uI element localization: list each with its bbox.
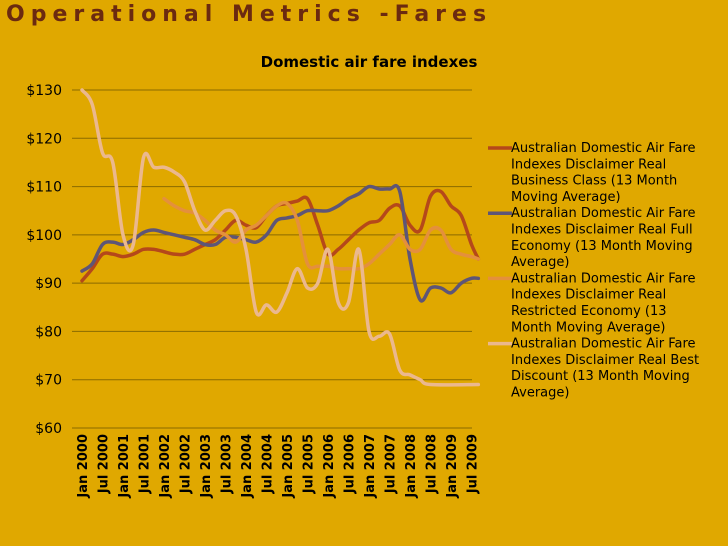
x-tick-label: Jan 2005 bbox=[281, 434, 296, 499]
x-tick-label: Jul 2009 bbox=[466, 434, 481, 494]
slide-title: Operational Metrics -Fares bbox=[6, 2, 493, 27]
x-tick-label: Jul 2007 bbox=[384, 434, 399, 494]
y-tick-label: $100 bbox=[26, 228, 62, 244]
legend-entry: Australian Domestic Air Fare Indexes Disc… bbox=[511, 337, 699, 401]
x-tick-label: Jul 2000 bbox=[97, 434, 112, 494]
gridlines bbox=[72, 89, 472, 429]
y-tick-label: $60 bbox=[35, 421, 62, 437]
x-tick-label: Jul 2001 bbox=[138, 434, 153, 494]
x-tick-label: Jul 2008 bbox=[425, 434, 440, 494]
y-tick-label: $110 bbox=[26, 180, 62, 196]
x-tick-label: Jul 2005 bbox=[302, 434, 317, 494]
chart-title: Domestic air fare indexes bbox=[261, 53, 478, 71]
x-tick-label: Jan 2006 bbox=[322, 434, 337, 499]
series-line-2 bbox=[80, 183, 481, 303]
y-tick-label: $70 bbox=[35, 373, 62, 389]
y-tick-label: $80 bbox=[35, 324, 62, 340]
x-tick-label: Jan 2002 bbox=[158, 434, 173, 499]
x-tick-label: Jan 2008 bbox=[404, 434, 419, 499]
y-tick-label: $130 bbox=[26, 83, 62, 99]
legend: Australian Domestic Air Fare Indexes Disc… bbox=[488, 141, 699, 401]
series-line-4 bbox=[80, 88, 481, 387]
y-tick-label: $120 bbox=[26, 131, 62, 147]
x-tick-label: Jul 2002 bbox=[179, 434, 194, 494]
legend-entry: Australian Domestic Air Fare Indexes Disc… bbox=[511, 141, 696, 205]
legend-entry: Australian Domestic Air Fare Indexes Disc… bbox=[511, 271, 696, 335]
series-lines bbox=[80, 88, 481, 387]
x-tick-label: Jan 2007 bbox=[363, 434, 378, 499]
x-tick-label: Jul 2003 bbox=[220, 434, 235, 494]
x-tick-label: Jan 2004 bbox=[240, 434, 255, 499]
x-tick-label: Jan 2003 bbox=[199, 434, 214, 499]
x-tick-label: Jul 2004 bbox=[261, 434, 276, 494]
x-tick-label: Jan 2000 bbox=[76, 434, 91, 499]
x-tick-label: Jul 2006 bbox=[343, 434, 358, 494]
x-tick-label: Jan 2009 bbox=[445, 434, 460, 499]
x-tick-label: Jan 2001 bbox=[117, 434, 132, 499]
y-tick-label: $90 bbox=[35, 276, 62, 292]
axes: $60 $70 $80 $90 $100 $110 $120 $130 Jan 2000 Jul … bbox=[26, 83, 480, 499]
legend-entry: Australian Domestic Air Fare Indexes Disc… bbox=[511, 206, 696, 270]
